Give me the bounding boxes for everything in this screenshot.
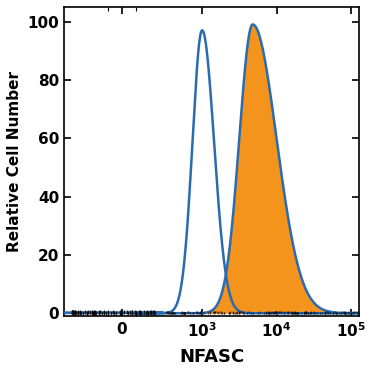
- X-axis label: NFASC: NFASC: [179, 348, 244, 366]
- Y-axis label: Relative Cell Number: Relative Cell Number: [7, 71, 22, 252]
